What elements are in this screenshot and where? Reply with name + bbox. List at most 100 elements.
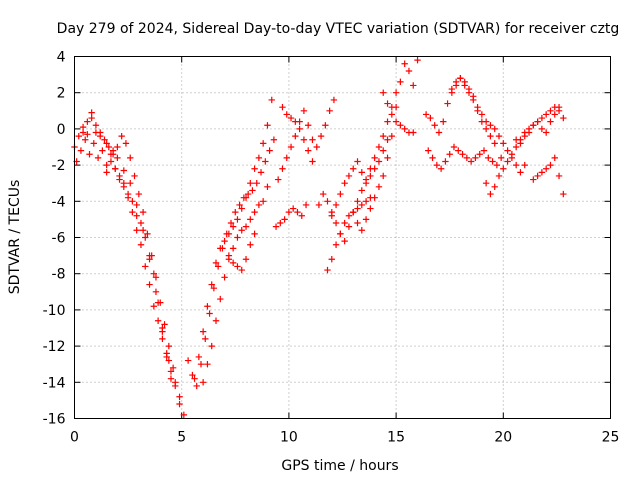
series-sat-v [530, 154, 567, 198]
data-point [247, 180, 254, 187]
data-point [234, 216, 241, 223]
data-point [341, 180, 348, 187]
data-point [191, 375, 198, 382]
data-point [551, 111, 558, 118]
data-point [229, 245, 237, 252]
data-point [272, 223, 280, 230]
data-point [180, 411, 188, 419]
data-point [487, 122, 494, 129]
data-point [337, 190, 344, 198]
series-sat-l [315, 136, 391, 245]
data-point [270, 136, 278, 143]
data-point [367, 172, 374, 180]
data-point [487, 132, 494, 140]
data-point [86, 151, 93, 158]
grid [74, 56, 611, 419]
data-point [204, 361, 211, 368]
data-point [397, 122, 404, 129]
data-point [328, 256, 335, 263]
data-point [309, 158, 316, 165]
data-point [358, 201, 365, 209]
data-point [283, 111, 290, 118]
data-point [538, 125, 546, 133]
data-point [225, 252, 233, 259]
data-point [345, 223, 353, 230]
data-point [410, 129, 417, 136]
data-point [551, 154, 558, 162]
data-point [444, 100, 451, 107]
data-point [472, 154, 479, 162]
data-point [82, 136, 89, 143]
data-point [461, 82, 468, 89]
data-point [457, 75, 464, 82]
y-tick-label: -16 [43, 412, 66, 428]
data-point [491, 125, 498, 133]
data-point [384, 154, 391, 162]
data-point [285, 208, 293, 216]
series-sat-k [279, 103, 316, 165]
data-point [350, 165, 357, 172]
data-point [547, 107, 554, 114]
data-point [88, 114, 95, 122]
data-point [242, 223, 250, 230]
data-point [500, 140, 507, 147]
data-point [283, 154, 290, 162]
data-point [251, 230, 258, 238]
data-point [279, 103, 286, 111]
data-point [422, 111, 430, 118]
data-point [77, 147, 85, 154]
data-point [354, 205, 361, 212]
data-point [234, 263, 241, 270]
data-point [330, 96, 338, 104]
series-sat-a [71, 114, 188, 419]
data-point [75, 132, 82, 140]
x-tick-label: 15 [387, 430, 405, 446]
data-point [491, 183, 498, 191]
data-point [345, 212, 353, 219]
series-sat-g [199, 96, 275, 386]
data-point [268, 96, 275, 104]
data-point [221, 274, 228, 281]
data-point [446, 151, 453, 158]
data-point [392, 118, 400, 125]
data-point [530, 176, 537, 183]
data-point [150, 270, 158, 277]
y-tick-label: -10 [43, 303, 66, 319]
data-point [135, 190, 143, 198]
data-point [152, 274, 160, 281]
data-point [247, 216, 254, 223]
data-point [392, 89, 400, 96]
series-sat-d [103, 158, 175, 382]
data-series [71, 56, 567, 419]
y-tick-label: -2 [52, 158, 66, 174]
data-point [345, 172, 353, 180]
data-point [242, 256, 250, 263]
data-point [133, 212, 140, 219]
data-point [127, 154, 134, 162]
data-point [118, 132, 125, 140]
data-point [542, 111, 550, 118]
data-point [560, 114, 567, 122]
data-point [354, 198, 361, 205]
data-point [279, 165, 286, 172]
data-point [410, 82, 417, 89]
data-point [392, 103, 400, 111]
data-point [184, 357, 192, 364]
data-point [448, 85, 456, 93]
data-point [474, 103, 481, 111]
series-sat-u [512, 103, 567, 147]
data-point [212, 259, 220, 267]
data-point [124, 190, 132, 198]
data-point [114, 154, 121, 162]
data-point [388, 111, 396, 118]
y-tick-label: -4 [52, 194, 66, 210]
data-point [84, 118, 91, 125]
x-axis-label: GPS time / hours [281, 458, 398, 474]
data-point [210, 284, 218, 292]
data-point [380, 147, 387, 154]
data-point [79, 129, 87, 136]
data-point [120, 167, 128, 174]
data-point [495, 132, 503, 140]
data-point [367, 205, 374, 212]
data-point [253, 180, 260, 187]
